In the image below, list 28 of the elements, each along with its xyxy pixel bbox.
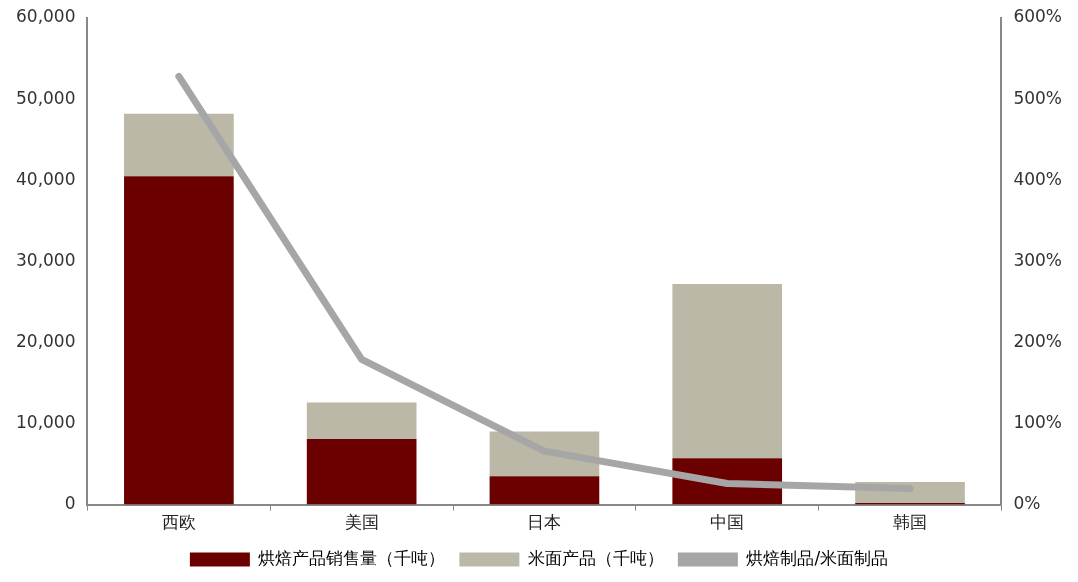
- legend-label: 米面产品（千吨）: [527, 547, 664, 568]
- y2-tick-label: 400%: [1013, 168, 1063, 189]
- y-tick-label: 0: [64, 493, 76, 514]
- y-tick-label: 60,000: [16, 6, 76, 27]
- y-tick-label: 10,000: [16, 411, 76, 432]
- x-tick-label: 美国: [344, 512, 379, 533]
- y2-tick-label: 0%: [1013, 493, 1041, 514]
- y2-tick-label: 200%: [1013, 330, 1063, 351]
- y-tick-label: 30,000: [16, 249, 76, 270]
- bar: [306, 438, 417, 505]
- y2-tick-label: 500%: [1013, 87, 1063, 108]
- x-tick-label: 西欧: [161, 512, 196, 533]
- legend-label: 烘焙制品/米面制品: [746, 547, 889, 568]
- y-tick-label: 20,000: [16, 330, 76, 351]
- x-tick-label: 中国: [710, 512, 745, 533]
- y2-tick-label: 300%: [1013, 249, 1063, 270]
- bar: [306, 402, 417, 439]
- y-tick-label: 50,000: [16, 87, 76, 108]
- x-tick-label: 韩国: [893, 512, 928, 533]
- legend-label: 烘焙产品销售量（千吨）: [258, 547, 446, 568]
- bar: [124, 176, 234, 505]
- x-tick-label: 日本: [527, 512, 562, 533]
- bar: [489, 476, 600, 505]
- bar: [672, 284, 783, 459]
- y2-tick-label: 600%: [1013, 6, 1063, 27]
- bar: [124, 113, 234, 177]
- y2-tick-label: 100%: [1013, 411, 1063, 432]
- y-tick-label: 40,000: [16, 168, 76, 189]
